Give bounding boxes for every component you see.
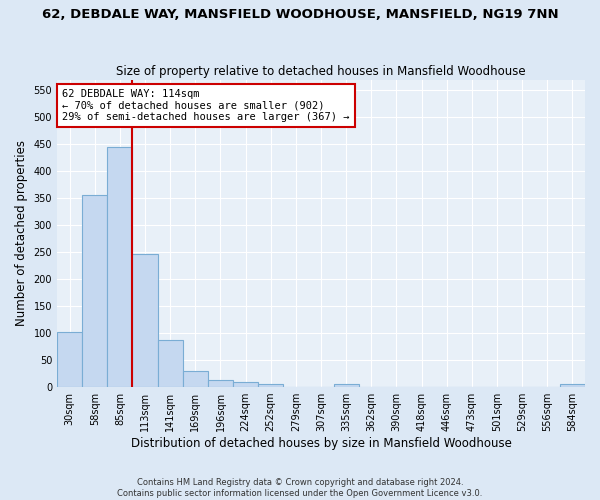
Text: Contains HM Land Registry data © Crown copyright and database right 2024.
Contai: Contains HM Land Registry data © Crown c… xyxy=(118,478,482,498)
Bar xyxy=(334,384,359,387)
Bar xyxy=(133,254,158,387)
Bar xyxy=(560,384,585,387)
Text: 62 DEBDALE WAY: 114sqm
← 70% of detached houses are smaller (902)
29% of semi-de: 62 DEBDALE WAY: 114sqm ← 70% of detached… xyxy=(62,89,350,122)
Bar xyxy=(258,384,283,387)
Title: Size of property relative to detached houses in Mansfield Woodhouse: Size of property relative to detached ho… xyxy=(116,66,526,78)
Bar xyxy=(107,146,133,387)
Bar xyxy=(208,380,233,387)
Bar xyxy=(57,332,82,387)
Bar xyxy=(82,195,107,387)
Bar xyxy=(233,382,258,387)
X-axis label: Distribution of detached houses by size in Mansfield Woodhouse: Distribution of detached houses by size … xyxy=(131,437,511,450)
Y-axis label: Number of detached properties: Number of detached properties xyxy=(15,140,28,326)
Bar xyxy=(158,340,183,387)
Text: 62, DEBDALE WAY, MANSFIELD WOODHOUSE, MANSFIELD, NG19 7NN: 62, DEBDALE WAY, MANSFIELD WOODHOUSE, MA… xyxy=(41,8,559,20)
Bar xyxy=(183,371,208,387)
